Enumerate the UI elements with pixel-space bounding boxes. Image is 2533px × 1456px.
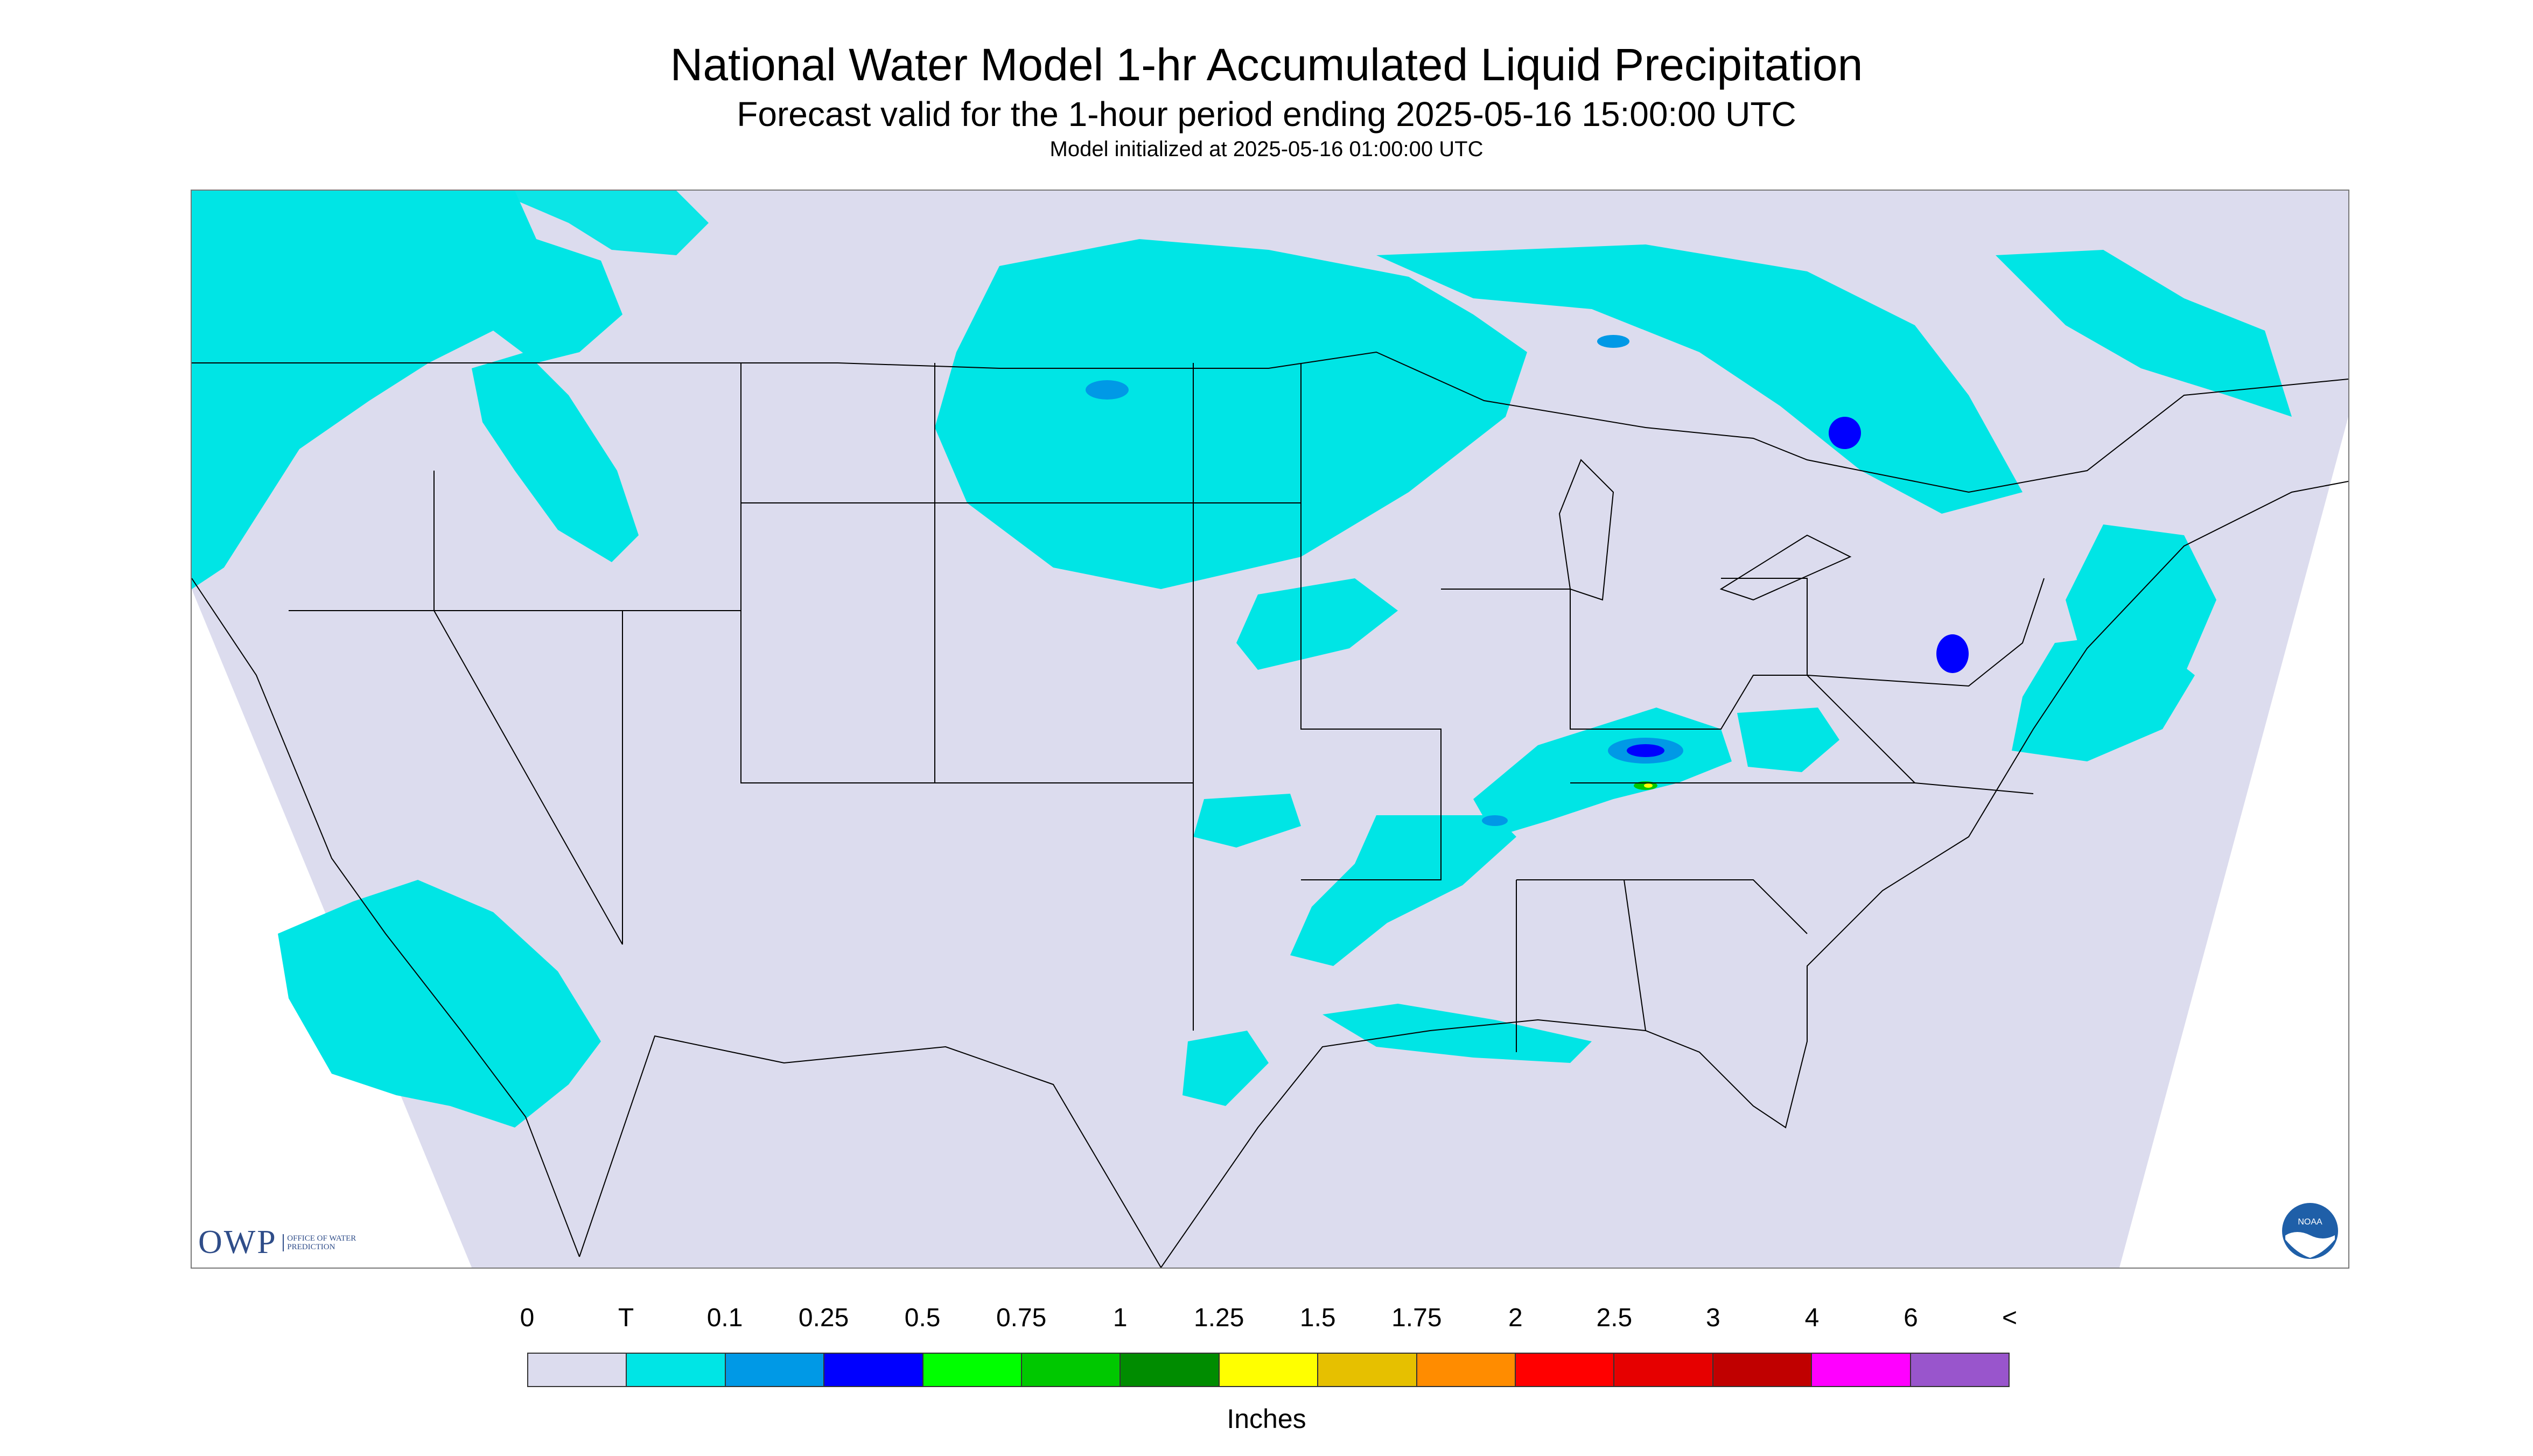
legend-tick-label: 2.5 [1596, 1304, 1633, 1332]
legend-swatch-7 [1219, 1354, 1319, 1386]
legend-units: Inches [1227, 1404, 1306, 1434]
legend-swatch-11 [1614, 1354, 1713, 1386]
legend-tick-label: 6 [1904, 1304, 1918, 1332]
map-subtitle: Forecast valid for the 1-hour period end… [737, 95, 1796, 134]
us-canada-border [192, 351, 2348, 493]
legend-tick-label: T [618, 1304, 634, 1332]
precip-virginia [1737, 708, 1839, 772]
line-11 [1624, 879, 1646, 1031]
legend-tick-label: 2 [1508, 1304, 1523, 1332]
legend-tick-label: < [2002, 1304, 2018, 1332]
legend-swatch-4 [923, 1354, 1023, 1386]
precip-idaho-montana [472, 352, 639, 562]
legend-tick-label: 1.5 [1299, 1304, 1336, 1332]
precip-texas [1182, 1031, 1269, 1106]
precip-core-kentucky-2 [1627, 744, 1664, 757]
map-title: National Water Model 1-hr Accumulated Li… [670, 39, 1863, 90]
precip-ontario-quebec [1996, 250, 2292, 417]
noaa-logo-text: NOAA [2298, 1217, 2322, 1227]
border-mex [579, 1035, 1161, 1268]
precip-canada-band [1376, 244, 2023, 514]
legend-swatch-1 [627, 1354, 726, 1386]
precipitation-legend [527, 1353, 2010, 1387]
noaa-logo-icon: NOAA [2282, 1203, 2338, 1259]
precip-southeast-band [1290, 815, 1516, 966]
legend-tick-label: 3 [1706, 1304, 1720, 1332]
legend-swatch-6 [1121, 1354, 1220, 1386]
legend-tick-label: 4 [1804, 1304, 1820, 1332]
precip-core-tennessee [1482, 815, 1508, 826]
legend-tick-label: 0.75 [996, 1304, 1047, 1332]
model-init-line: Model initialized at 2025-05-16 01:00:00… [1049, 137, 1484, 161]
precip-oklahoma-arkansas [1193, 794, 1301, 848]
precip-heavier-cores [1086, 335, 1969, 826]
line-9 [1516, 879, 1808, 934]
lake-erie [1719, 534, 1852, 601]
precip-atlantic [2012, 632, 2195, 761]
line-7 [1441, 589, 1807, 730]
legend-tick-label: 0 [520, 1304, 535, 1332]
owp-logo-mark: OWP [198, 1224, 277, 1261]
legend-swatch-12 [1713, 1354, 1813, 1386]
legend-swatch-3 [824, 1354, 923, 1386]
legend-tick-label: 1.25 [1194, 1304, 1244, 1332]
precip-pacific-northwest [192, 191, 622, 589]
legend-swatch-10 [1516, 1354, 1615, 1386]
line-13 [1807, 675, 1915, 783]
line-12 [1721, 578, 2045, 687]
precip-core-yellow [1644, 783, 1653, 788]
precip-north-coast-bands [493, 191, 709, 255]
legend-swatch-0 [528, 1354, 627, 1386]
legend-swatch-9 [1417, 1354, 1516, 1386]
line-6 [1300, 363, 1442, 880]
map-canvas [192, 191, 2348, 1268]
gulf-coast [1160, 481, 2348, 1268]
legend-swatch-14 [1911, 1354, 2009, 1386]
west-coast [192, 578, 580, 1257]
precip-core-dakota [1086, 380, 1129, 400]
legend-tick-labels: 0 T 0.1 0.25 0.5 0.75 1 1.25 1.5 1.75 2 2.5 3 4 6 < [520, 1303, 2017, 1335]
lake-michigan [1558, 459, 1614, 601]
legend-swatch-2 [725, 1354, 825, 1386]
owp-logo-text: OFFICE OF WATER PREDICTION [283, 1234, 357, 1251]
legend-tick-label: 1.75 [1391, 1304, 1442, 1332]
precip-core-quebec [1829, 417, 1861, 449]
legend-swatch-8 [1318, 1354, 1417, 1386]
precip-core-pennsylvania [1936, 634, 1969, 673]
precip-core-canada [1597, 335, 1629, 348]
state-borders [192, 351, 2348, 1268]
precip-iowa-wisconsin [1236, 578, 1398, 670]
legend-tick-label: 0.25 [798, 1304, 849, 1332]
owp-logo: OWP OFFICE OF WATER PREDICTION [198, 1223, 357, 1262]
precip-dakotas-low [935, 239, 1527, 589]
precip-gulf-coast [1323, 1004, 1592, 1063]
legend-tick-label: 0.1 [706, 1304, 743, 1332]
line-14 [433, 471, 623, 945]
legend-tick-label: 1 [1112, 1304, 1128, 1332]
legend-swatch-13 [1812, 1354, 1911, 1386]
precipitation-map [191, 190, 2349, 1269]
legend-tick-label: 0.5 [904, 1304, 941, 1332]
legend-swatch-5 [1022, 1354, 1121, 1386]
precip-ohio-valley [1473, 708, 1732, 837]
